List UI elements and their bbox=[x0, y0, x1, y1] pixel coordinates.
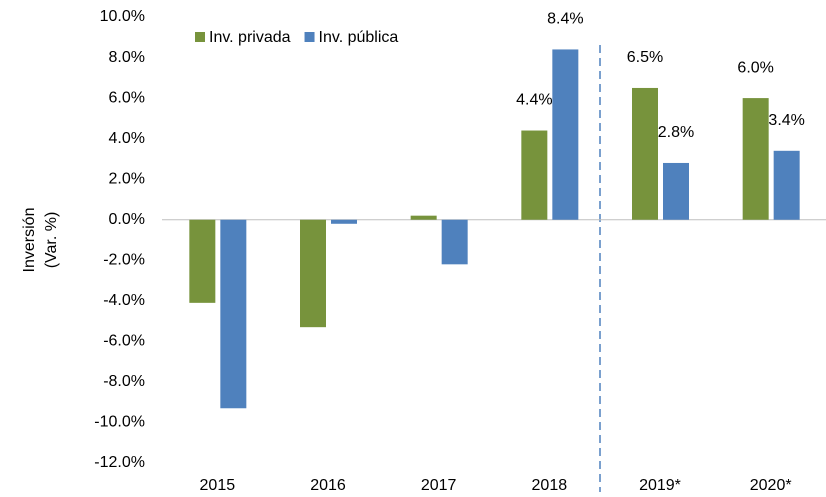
x-tick-label: 2019* bbox=[639, 477, 681, 494]
bar bbox=[441, 219, 468, 265]
value-label: 6.5% bbox=[627, 49, 663, 66]
bar bbox=[300, 219, 326, 328]
value-label: 4.4% bbox=[516, 92, 552, 109]
y-label-line: Inversión bbox=[21, 208, 38, 273]
x-tick-label: 2015 bbox=[200, 477, 236, 494]
bar bbox=[189, 219, 216, 303]
bar bbox=[521, 130, 548, 220]
y-tick-label: -4.0% bbox=[103, 292, 145, 309]
bar bbox=[552, 49, 579, 220]
legend-label: Inv. privada bbox=[209, 29, 291, 46]
y-tick-label: -10.0% bbox=[94, 414, 145, 431]
y-tick-label: -8.0% bbox=[103, 373, 145, 390]
value-label: 2.8% bbox=[658, 124, 694, 141]
value-label: 6.0% bbox=[737, 59, 773, 76]
bar bbox=[410, 215, 437, 220]
y-label-line: (Var. %) bbox=[43, 212, 60, 269]
legend-label: Inv. pública bbox=[319, 29, 399, 46]
bar bbox=[742, 98, 769, 220]
y-tick-label: 0.0% bbox=[109, 211, 145, 228]
y-tick-label: 2.0% bbox=[109, 170, 145, 187]
legend-swatch bbox=[195, 32, 205, 42]
x-tick-label: 2017 bbox=[421, 477, 457, 494]
y-tick-label: 4.0% bbox=[109, 130, 145, 147]
y-tick-label: -6.0% bbox=[103, 333, 145, 350]
y-tick-label: -12.0% bbox=[94, 454, 145, 471]
legend-swatch bbox=[304, 32, 315, 42]
bar bbox=[663, 162, 689, 220]
y-tick-label: -2.0% bbox=[103, 251, 145, 268]
bar bbox=[632, 87, 658, 220]
y-axis-label: Inversión (Var. %) bbox=[21, 208, 60, 273]
y-tick-label: 10.0% bbox=[100, 8, 145, 25]
x-tick-label: 2018 bbox=[532, 477, 568, 494]
bar bbox=[220, 219, 247, 409]
bar bbox=[331, 219, 357, 224]
y-tick-label: 8.0% bbox=[109, 49, 145, 66]
x-tick-label: 2016 bbox=[310, 477, 346, 494]
x-tick-label: 2020* bbox=[750, 477, 792, 494]
bar bbox=[773, 150, 800, 220]
y-tick-label: 6.0% bbox=[109, 89, 145, 106]
value-label: 3.4% bbox=[768, 112, 804, 129]
value-label: 8.4% bbox=[547, 11, 583, 28]
